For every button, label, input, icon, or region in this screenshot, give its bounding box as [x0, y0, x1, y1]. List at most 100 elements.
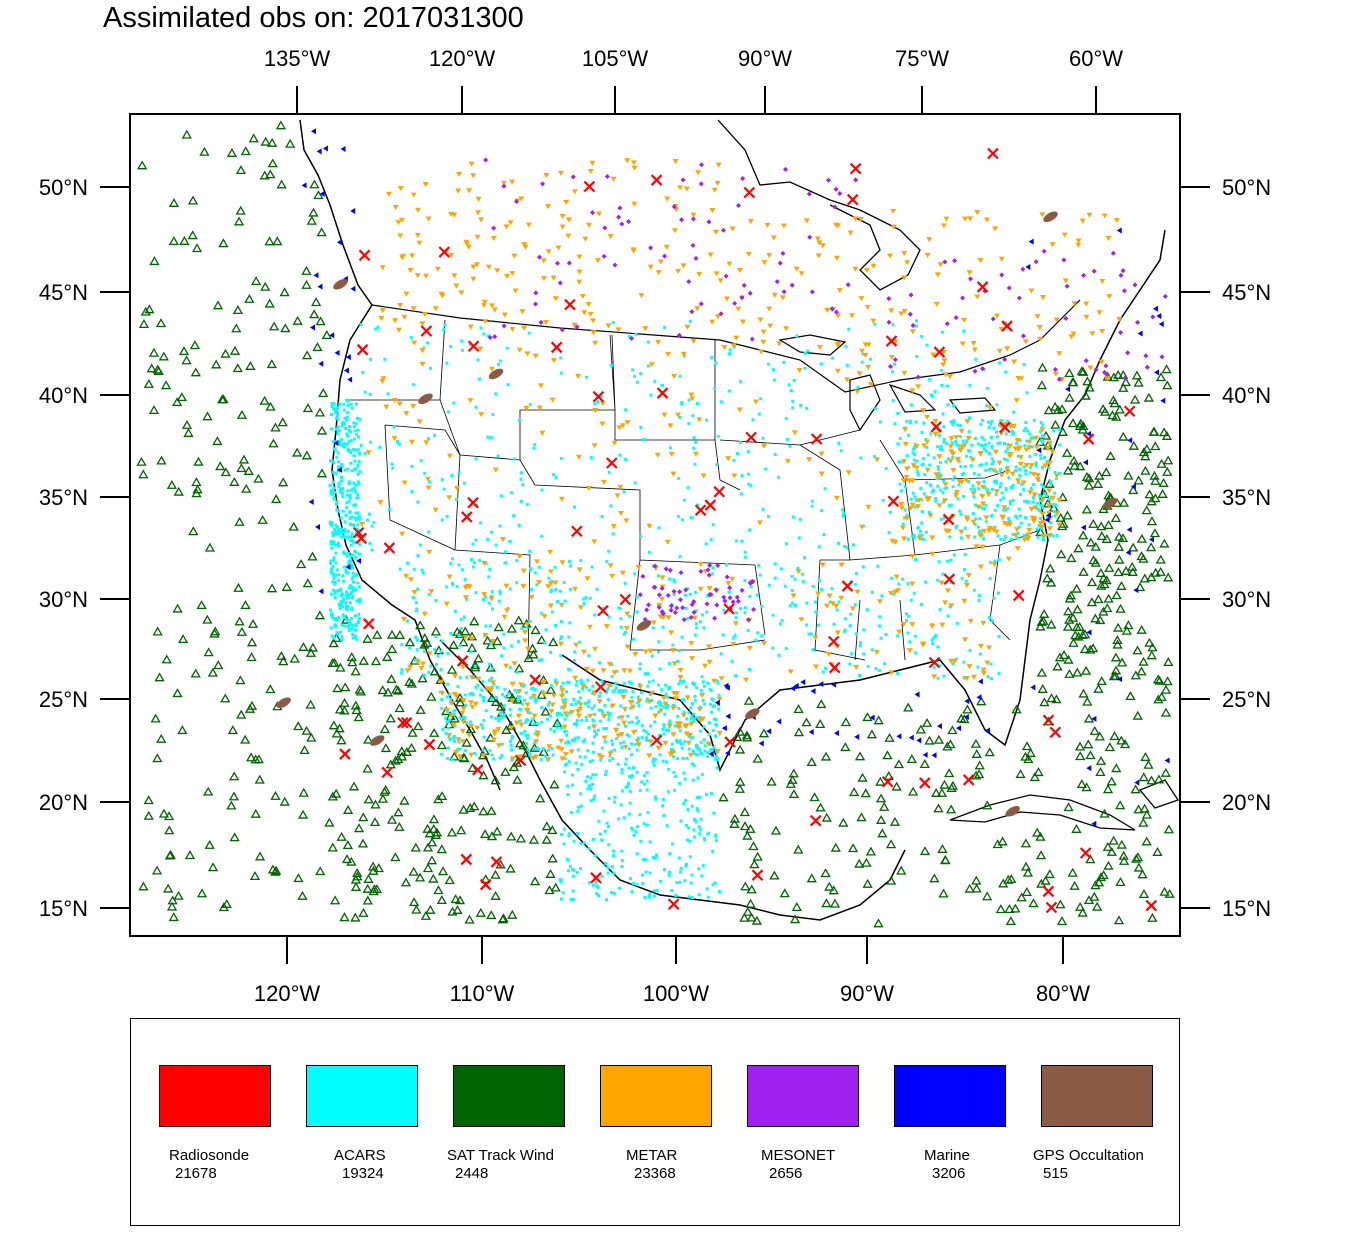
- sat-wind-mark: [1067, 418, 1079, 428]
- metar-mark: [1023, 447, 1030, 453]
- acars-mark: [941, 412, 945, 416]
- acars-mark: [627, 775, 631, 779]
- acars-mark: [351, 523, 355, 527]
- sat-wind-mark: [1037, 684, 1048, 693]
- acars-mark: [1003, 534, 1007, 538]
- acars-mark: [498, 756, 502, 760]
- metar-mark: [732, 621, 739, 627]
- sat-wind-mark: [272, 236, 283, 246]
- sat-wind-mark: [866, 729, 878, 739]
- metar-mark: [423, 440, 430, 446]
- acars-mark: [757, 563, 761, 567]
- metar-mark: [523, 405, 530, 411]
- coastline-west: [299, 119, 501, 791]
- sat-wind-mark: [1062, 465, 1074, 475]
- sat-wind-mark: [1146, 572, 1157, 582]
- radiosonde-mark: [928, 656, 941, 669]
- sat-wind-mark: [1051, 694, 1062, 704]
- acars-mark: [859, 641, 863, 645]
- acars-mark: [843, 544, 847, 548]
- acars-mark: [604, 861, 608, 865]
- sat-wind-mark: [168, 198, 180, 207]
- sat-wind-mark: [896, 865, 907, 875]
- mesonet-mark: [980, 366, 986, 372]
- acars-mark: [1039, 453, 1043, 457]
- marine-mark: [356, 557, 362, 564]
- acars-mark: [673, 580, 677, 584]
- acars-mark: [481, 748, 485, 752]
- metar-mark: [688, 641, 695, 647]
- acars-mark: [487, 662, 491, 666]
- acars-mark: [495, 685, 499, 689]
- acars-mark: [600, 395, 604, 399]
- acars-mark: [332, 617, 336, 621]
- sat-wind-mark: [226, 800, 237, 810]
- acars-mark: [1025, 439, 1029, 443]
- acars-mark: [605, 559, 609, 563]
- acars-mark: [995, 435, 999, 439]
- sat-wind-mark: [316, 468, 328, 478]
- mesonet-mark: [652, 584, 658, 590]
- sat-wind-mark: [933, 803, 944, 813]
- radiosonde-mark: [942, 513, 955, 526]
- acars-mark: [518, 695, 522, 699]
- acars-mark: [618, 607, 622, 611]
- acars-mark: [845, 363, 849, 367]
- acars-mark: [474, 685, 478, 689]
- acars-mark: [990, 487, 994, 491]
- metar-mark: [1096, 310, 1103, 316]
- sat-wind-mark: [490, 696, 502, 706]
- sat-wind-mark: [370, 799, 381, 809]
- acars-mark: [912, 445, 916, 449]
- acars-mark: [648, 550, 652, 554]
- acars-mark: [567, 681, 571, 685]
- acars-mark: [510, 758, 514, 762]
- mesonet-mark: [646, 602, 652, 608]
- metar-mark: [1005, 556, 1012, 562]
- metar-mark: [784, 458, 791, 464]
- acars-mark: [422, 649, 426, 653]
- acars-mark: [622, 490, 626, 494]
- acars-mark: [528, 402, 532, 406]
- metar-mark: [977, 533, 984, 539]
- sat-wind-mark: [793, 727, 805, 737]
- acars-mark: [510, 491, 514, 495]
- acars-mark: [481, 696, 485, 700]
- acars-mark: [1029, 436, 1033, 440]
- metar-mark: [854, 589, 861, 595]
- acars-mark: [692, 720, 696, 724]
- metar-mark: [542, 320, 549, 326]
- acars-mark: [591, 684, 595, 688]
- sat-wind-mark: [1083, 713, 1095, 723]
- sat-wind-mark: [353, 712, 364, 722]
- sat-wind-mark: [1081, 471, 1093, 481]
- metar-mark: [446, 574, 453, 580]
- acars-mark: [586, 701, 590, 705]
- acars-mark: [969, 487, 973, 491]
- sat-wind-mark: [1104, 742, 1115, 752]
- acars-mark: [1038, 516, 1042, 520]
- sat-wind-mark: [735, 776, 746, 786]
- metar-mark: [824, 307, 831, 313]
- metar-mark: [562, 711, 569, 717]
- acars-mark: [636, 825, 640, 829]
- metar-mark: [416, 240, 423, 246]
- acars-mark: [559, 726, 563, 730]
- acars-mark: [580, 681, 584, 685]
- acars-mark: [672, 593, 676, 597]
- acars-mark: [400, 643, 404, 647]
- metar-mark: [491, 307, 498, 313]
- metar-mark: [499, 537, 506, 543]
- acars-mark: [779, 567, 783, 571]
- acars-mark: [780, 618, 784, 622]
- acars-mark: [565, 690, 569, 694]
- mesonet-mark: [570, 174, 576, 180]
- sat-wind-mark: [370, 656, 382, 666]
- acars-mark: [357, 514, 361, 518]
- acars-mark: [960, 576, 964, 580]
- acars-mark: [446, 682, 450, 686]
- acars-mark: [331, 480, 335, 484]
- metar-mark: [940, 223, 947, 229]
- acars-mark: [1043, 456, 1047, 460]
- mesonet-mark: [679, 217, 685, 223]
